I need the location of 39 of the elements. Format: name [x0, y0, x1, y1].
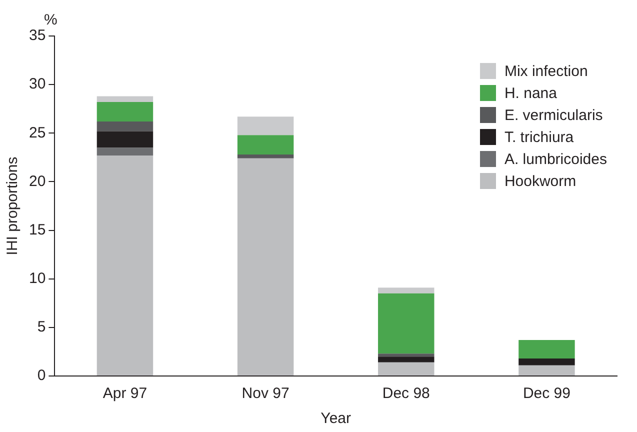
bar — [96, 131, 154, 148]
bar — [96, 102, 154, 122]
bar — [237, 135, 294, 155]
y-axis-title: IHI proportions — [4, 156, 22, 256]
legend-label: T. trichiura — [504, 128, 574, 146]
legend-label: A. lumbricoides — [504, 150, 607, 168]
x-tick-label: Dec 98 — [382, 385, 430, 402]
y-tick-label: 15 — [28, 221, 46, 238]
bar — [378, 356, 434, 362]
legend-label: E. vermicularis — [504, 106, 603, 124]
y-tick-label: 25 — [28, 124, 46, 142]
text: % — [44, 12, 58, 29]
bar — [237, 116, 294, 136]
bar — [518, 365, 575, 376]
bar — [96, 121, 154, 132]
x-tick-label: Dec 99 — [522, 385, 570, 402]
bar — [378, 362, 434, 376]
x-axis-title: Year — [320, 410, 351, 428]
y-tick-label: 5 — [37, 318, 46, 336]
x-tick-label: Nov 97 — [242, 385, 290, 402]
legend-label: Mix infection — [504, 62, 588, 80]
y-tick-label: 20 — [28, 172, 46, 190]
bar — [378, 288, 434, 294]
bar — [378, 293, 434, 354]
y-tick-label: 10 — [28, 270, 46, 287]
bar — [96, 148, 154, 156]
bar — [237, 158, 294, 376]
bar — [518, 340, 575, 359]
bar — [378, 354, 434, 357]
bar — [237, 154, 294, 158]
bar — [518, 358, 575, 366]
legend-label: Hookworm — [504, 172, 576, 190]
y-tick-label: 30 — [28, 76, 46, 93]
y-tick-label: 35 — [28, 27, 46, 44]
x-tick-label: Apr 97 — [102, 385, 148, 402]
y-tick-label: 0 — [37, 367, 46, 384]
bar — [96, 96, 154, 102]
bar — [96, 155, 154, 376]
legend-label: H. nana — [504, 84, 557, 102]
